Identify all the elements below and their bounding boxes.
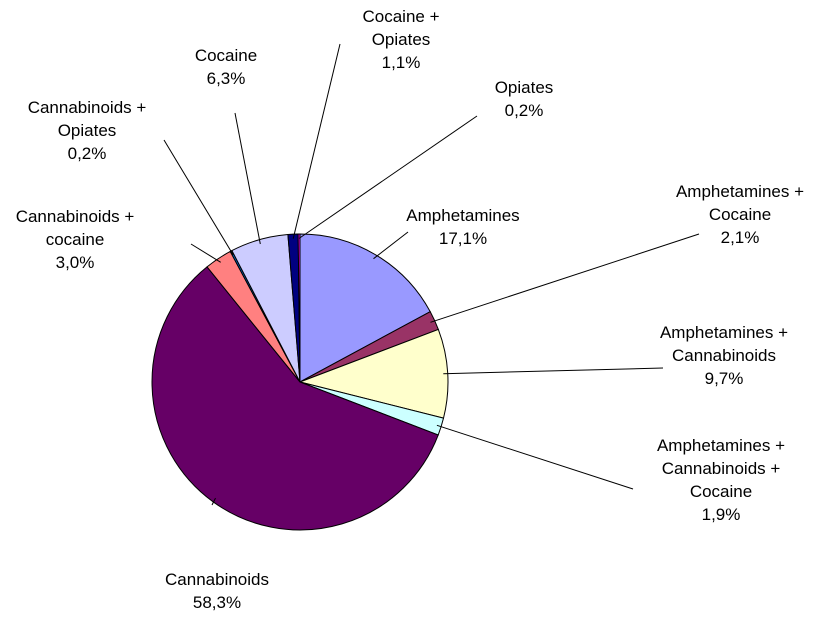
slice-category-label: Amphetamines [406, 206, 519, 225]
slice-category-label: Opiates [372, 30, 431, 49]
slice-value-label: 2,1% [721, 228, 760, 247]
slice-value-label: 17,1% [439, 229, 487, 248]
leader-line-amphetamines-cocaine [430, 233, 700, 323]
slice-label-cannabinoids: Cannabinoids 58,3% [165, 570, 269, 612]
slice-category-label: Cocaine [709, 205, 771, 224]
slice-cannabinoids [151, 266, 439, 531]
slice-category-label: Cocaine [690, 482, 752, 501]
slice-value-label: 9,7% [705, 369, 744, 388]
slice-category-label: Amphetamines + [657, 436, 785, 455]
slice-label-cannabinoids-cocaine: Cannabinoids + cocaine 3,0% [16, 207, 135, 272]
slice-value-label: 0,2% [68, 144, 107, 163]
leader-line-cannabinoids [211, 497, 216, 506]
slice-label-opiates: Opiates 0,2% [495, 78, 554, 120]
labels-layer: Amphetamines 17,1% Amphetamines + Cocaine 2,… [16, 7, 804, 612]
slice-category-label: Cocaine [195, 46, 257, 65]
leader-line-amphetamines-cannabinoids-cocaine [436, 424, 634, 490]
slice-category-label: Amphetamines + [676, 182, 804, 201]
slice-opiates [297, 233, 301, 383]
slice-category-label: Cannabinoids + [16, 207, 135, 226]
slice-category-label: Cannabinoids [672, 346, 776, 365]
leader-line-cocaine [234, 112, 261, 245]
slice-category-label: cocaine [46, 230, 105, 249]
slices-layer [151, 233, 449, 531]
slice-category-label: Cannabinoids + [28, 98, 147, 117]
slice-value-label: 0,2% [505, 101, 544, 120]
slice-value-label: 1,9% [702, 505, 741, 524]
slice-value-label: 58,3% [193, 593, 241, 612]
slice-label-amphetamines-cannabinoids: Amphetamines + Cannabinoids 9,7% [660, 323, 788, 388]
leader-line-amphetamines [373, 231, 409, 260]
slice-label-amphetamines-cannabinoids-cocaine: Amphetamines + Cannabinoids + Cocaine 1,9% [657, 436, 785, 524]
slice-label-amphetamines-cocaine: Amphetamines + Cocaine 2,1% [676, 182, 804, 247]
slice-label-amphetamines: Amphetamines 17,1% [406, 206, 519, 248]
slice-category-label: Cannabinoids [165, 570, 269, 589]
leader-line-cocaine-opiates [292, 43, 341, 239]
slice-amphetamines [299, 233, 431, 383]
leader-line-cannabinoids-opiates [163, 139, 234, 256]
leader-line-opiates [298, 115, 478, 239]
slice-value-label: 1,1% [382, 53, 421, 72]
slice-label-cannabinoids-opiates: Cannabinoids + Opiates 0,2% [28, 98, 147, 163]
slice-value-label: 3,0% [56, 253, 95, 272]
slice-category-label: Opiates [495, 78, 554, 97]
slice-category-label: Amphetamines + [660, 323, 788, 342]
slice-label-cocaine-opiates: Cocaine + Opiates 1,1% [362, 7, 439, 72]
slice-category-label: Cannabinoids + [662, 459, 781, 478]
leader-line-amphetamines-cannabinoids [443, 367, 664, 375]
slice-label-cocaine: Cocaine 6,3% [195, 46, 257, 88]
slice-category-label: Cocaine + [362, 7, 439, 26]
slice-category-label: Opiates [58, 121, 117, 140]
slice-value-label: 6,3% [207, 69, 246, 88]
leader-line-cannabinoids-cocaine [190, 243, 221, 263]
leaders-layer [163, 43, 700, 506]
